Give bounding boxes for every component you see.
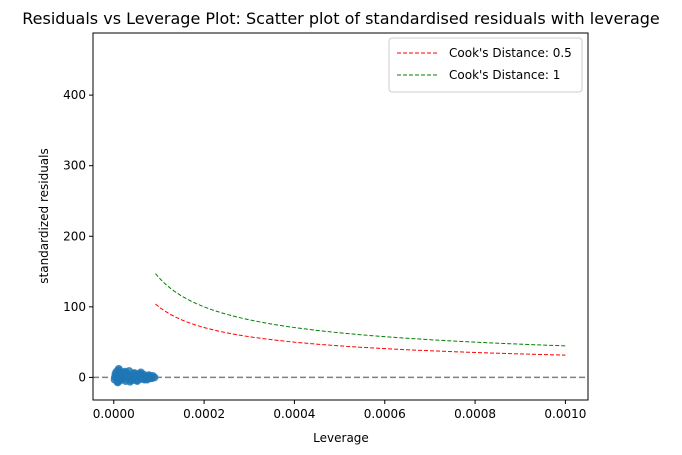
legend: Cook's Distance: 0.5 Cook's Distance: 1 [388,37,583,93]
y-tick-label: 400 [63,88,86,102]
x-tick-label: 0.0002 [183,407,225,421]
x-axis-label: Leverage [313,431,369,445]
y-tick-label: 200 [63,229,86,243]
x-tick-label: 0.0008 [454,407,496,421]
x-tick-label: 0.0000 [93,407,135,421]
cooks-distance-curve-2 [155,273,566,347]
data-point [147,374,156,383]
data-point [114,364,123,373]
chart-title: Residuals vs Leverage Plot: Scatter plot… [22,9,660,28]
x-tick-label: 0.0010 [544,407,586,421]
legend-label: Cook's Distance: 1 [449,68,560,82]
x-tick-label: 0.0004 [273,407,315,421]
y-tick-label: 0 [78,370,86,384]
series-layer [110,273,566,387]
data-point [141,374,150,383]
axes-frame [92,32,589,401]
legend-box [388,37,583,93]
y-axis-label: standardized residuals [37,148,51,283]
data-point [134,370,143,379]
data-point [127,376,136,385]
legend-label: Cook's Distance: 0.5 [449,46,572,60]
data-point [121,367,130,376]
y-tick-label: 100 [63,300,86,314]
x-tick-label: 0.0006 [364,407,406,421]
plot-area: 0.0000 0.0002 0.0004 0.0006 0.0008 0.0010 0 100… [63,32,589,421]
y-tick-label: 300 [63,159,86,173]
cooks-distance-curve-1 [155,303,566,356]
